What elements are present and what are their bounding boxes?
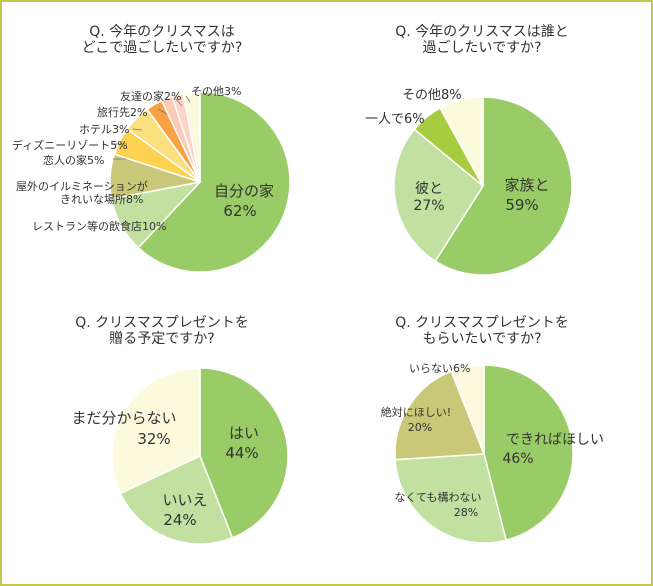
slice-label-restaurant: レストラン等の飲食店10%: [32, 219, 166, 233]
pie-slice-1: [393, 128, 484, 263]
chart-title: Q. クリスマスプレゼントを もらいたいですか?: [395, 315, 569, 347]
pie-chart-give: はい 44% いいえ 24% まだ分からない 32%: [71, 367, 289, 545]
pie-chart-receive: いらない6% 絶対にほしい! 20% なくても構わない 28% できればほしい …: [381, 362, 604, 544]
slice-label-family: 家族と: [504, 176, 549, 194]
slice-label-dont-mind: なくても構わない: [394, 491, 481, 504]
slice-label-hotel: ホテル3%: [79, 123, 129, 136]
pie-slice-8: [182, 91, 201, 183]
slice-value-family: 59%: [505, 196, 538, 214]
slice-label-disney: ディズニーリゾート5%: [12, 138, 128, 152]
pie-slice-1: [119, 454, 234, 545]
pie-panel-where: Q. 今年のクリスマスは どこで過ごしたいですか? 友達の家2% その他3% 旅…: [2, 2, 322, 292]
chart-title: Q. クリスマスプレゼントを 贈る予定ですか?: [75, 315, 249, 347]
pie-slice-0: [199, 367, 289, 539]
slice-value-if-possible: 46%: [502, 451, 533, 467]
callout-lines: [113, 95, 191, 160]
pie-slice-0: [483, 364, 574, 542]
slice-label-other: その他8%: [402, 88, 462, 103]
slice-label-yes: はい: [229, 424, 259, 442]
slice-label-no: いいえ: [162, 491, 207, 509]
pie-slice-0: [137, 91, 291, 273]
chart-title: Q. 今年のクリスマスは どこで過ごしたいですか?: [81, 24, 243, 56]
slice-label-friends-home: 友達の家2%: [120, 89, 181, 103]
slice-value-undecided: 32%: [137, 430, 170, 448]
pie-panel-who: Q. 今年のクリスマスは誰と 過ごしたいですか? その他8% 一人で6% 彼と …: [322, 2, 642, 292]
chart-title: Q. 今年のクリスマスは誰と 過ごしたいですか?: [395, 24, 569, 56]
slice-label-illumination: 屋外のイルミネーションがきれいな場所8%: [16, 179, 148, 206]
slice-value-no: 24%: [163, 511, 196, 529]
slice-value-must: 20%: [408, 421, 432, 434]
slice-label-if-possible: できればほしい: [506, 432, 604, 448]
slice-label-travel: 旅行先2%: [97, 105, 147, 119]
slice-label-lover-home: 恋人の家5%: [43, 153, 104, 167]
slice-label-other: その他3%: [191, 85, 241, 98]
slice-label-boyfriend: 彼と: [415, 181, 443, 197]
slice-value-boyfriend: 27%: [413, 198, 444, 214]
pie-chart-where: 友達の家2% その他3% 旅行先2% ホテル3% ディズニーリゾート5% 恋人の…: [12, 85, 291, 273]
pie-panel-give: Q. クリスマスプレゼントを 贈る予定ですか? はい 44% いいえ 24% ま…: [2, 292, 322, 582]
slice-label-alone: 一人で6%: [365, 112, 425, 127]
pie-slice-0: [434, 96, 573, 276]
pie-slice-3: [450, 364, 485, 455]
slice-label-must: 絶対にほしい!: [381, 405, 451, 419]
slice-label-undecided: まだ分からない: [71, 409, 176, 427]
pie-panel-receive: Q. クリスマスプレゼントを もらいたいですか? いらない6% 絶対にほしい! …: [322, 292, 642, 582]
slice-label-own-home: 自分の家: [214, 182, 274, 200]
slice-value-own-home: 62%: [223, 202, 256, 220]
pie-slice-2: [111, 367, 201, 495]
pie-slice-2: [394, 370, 486, 461]
pie-slice-3: [439, 96, 484, 187]
pie-chart-who: その他8% 一人で6% 彼と 27% 家族と 59%: [365, 88, 573, 276]
slice-value-yes: 44%: [225, 444, 258, 462]
slice-label-none: いらない6%: [409, 362, 470, 375]
slice-value-dont-mind: 28%: [454, 506, 478, 519]
pie-slice-1: [394, 453, 508, 544]
